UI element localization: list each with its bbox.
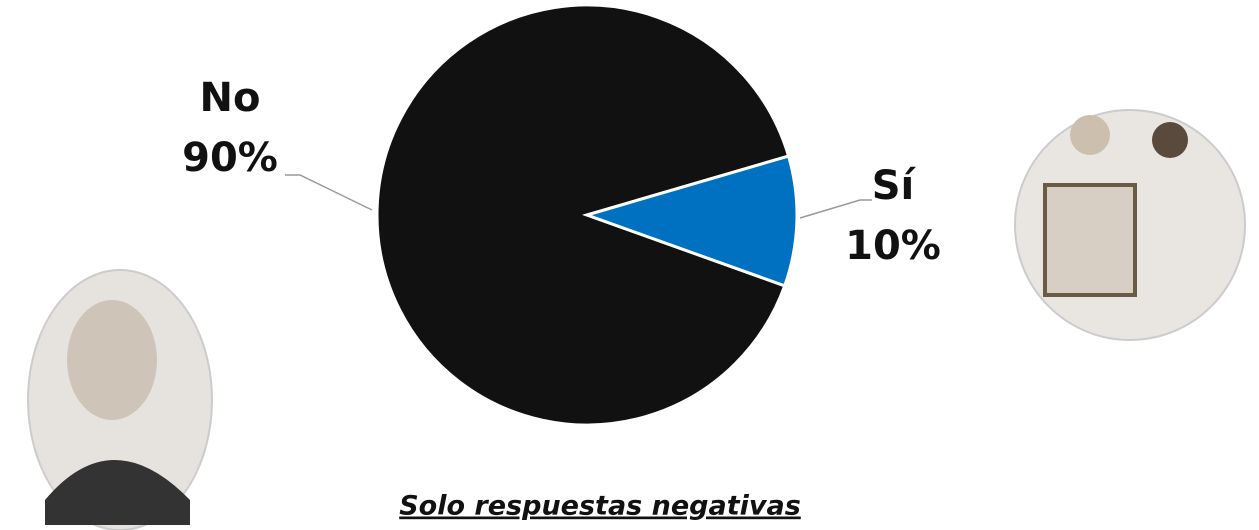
- slice-label: No: [200, 75, 261, 121]
- photo-right: [1015, 110, 1245, 340]
- leader-line: [800, 200, 872, 218]
- photo-left: [28, 270, 212, 530]
- footnote: Solo respuestas negativas: [399, 491, 801, 522]
- slice-value-label: 90%: [182, 135, 278, 181]
- chart: Solo respuestas negativas No 90% Sí 10%: [0, 0, 1259, 530]
- slice-label: Sí: [872, 163, 917, 209]
- slice-value-label: 10%: [845, 223, 941, 269]
- leader-line: [285, 175, 372, 210]
